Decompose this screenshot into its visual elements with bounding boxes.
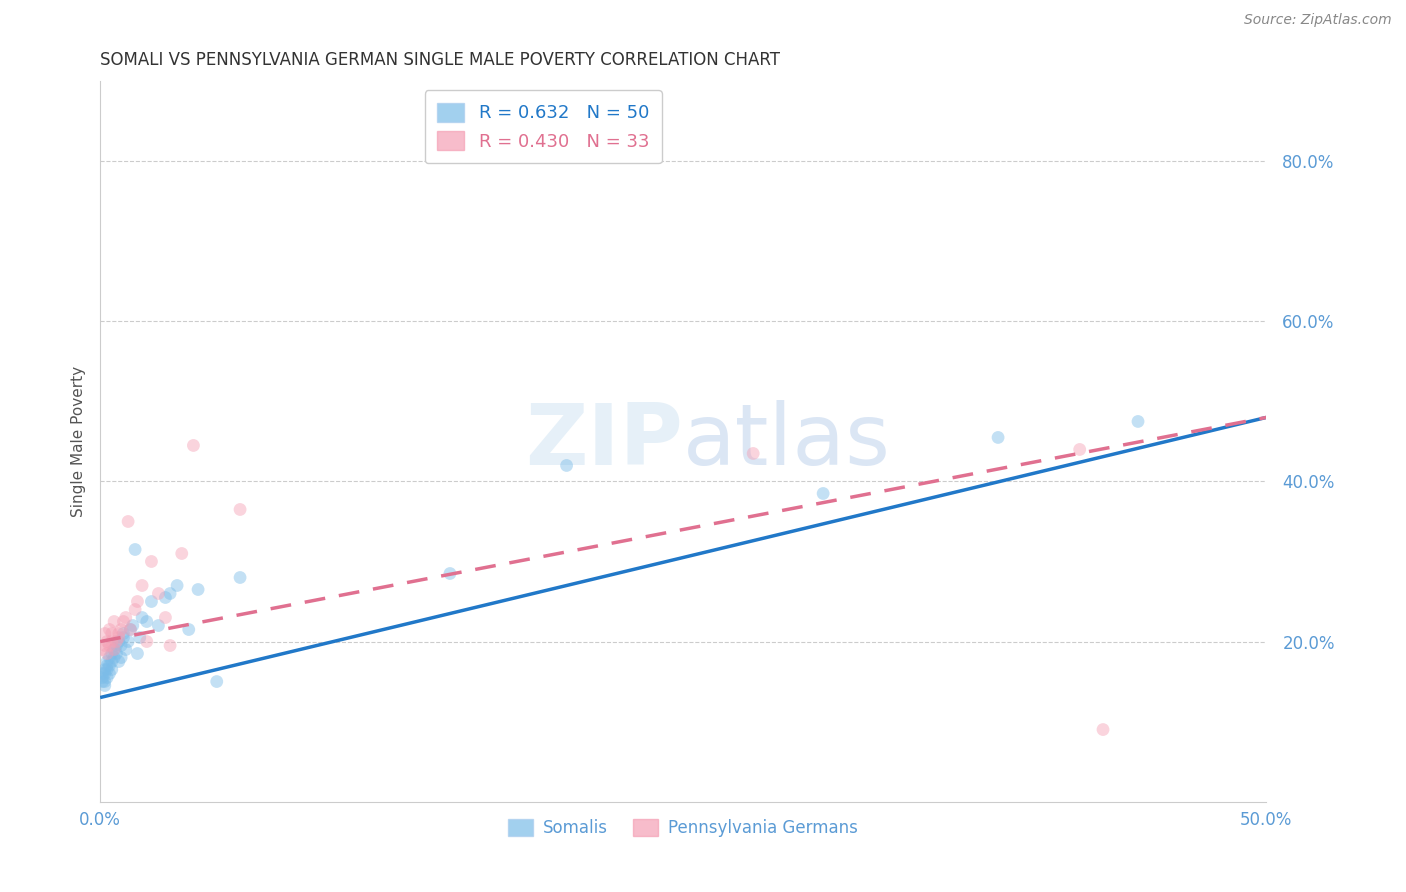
Point [121,618,143,632]
Text: Source: ZipAtlas.com: Source: ZipAtlas.com [1244,13,1392,28]
Point [98,650,121,665]
Point [128,631,150,645]
Point [101,655,124,669]
Point [94,666,117,681]
Point [187,582,209,597]
Point [120,623,142,637]
Point [98,658,121,673]
Y-axis label: Single Male Poverty: Single Male Poverty [72,366,86,517]
Point [101,647,124,661]
Point [742,446,765,460]
Point [91,666,114,681]
Point [94,674,117,689]
Point [1092,723,1115,737]
Point [155,591,177,605]
Point [141,554,163,568]
Point [135,615,157,629]
Point [107,655,129,669]
Point [96,634,118,648]
Point [107,626,129,640]
Point [166,578,188,592]
Point [94,626,117,640]
Point [131,578,153,592]
Point [114,610,136,624]
Point [96,655,118,669]
Point [1126,414,1149,428]
Point [101,663,124,677]
Point [183,438,205,452]
Point [98,666,121,681]
Point [105,634,128,648]
Point [103,642,125,657]
Point [94,639,117,653]
Point [555,458,578,473]
Point [148,618,170,632]
Point [94,679,117,693]
Point [94,663,117,677]
Point [177,623,200,637]
Point [811,486,834,500]
Point [148,586,170,600]
Point [103,650,125,665]
Point [135,634,157,648]
Point [112,615,135,629]
Point [96,647,118,661]
Point [110,623,132,637]
Point [205,674,228,689]
Text: atlas: atlas [683,400,891,483]
Point [110,639,132,653]
Point [127,647,149,661]
Point [107,631,129,645]
Point [170,547,193,561]
Point [159,639,181,653]
Point [229,570,252,584]
Point [117,634,139,648]
Point [131,610,153,624]
Point [987,430,1010,444]
Point [439,566,461,581]
Point [112,626,135,640]
Point [141,594,163,608]
Point [117,515,139,529]
Point [114,642,136,657]
Point [124,542,146,557]
Point [229,502,252,516]
Point [96,663,118,677]
Text: SOMALI VS PENNSYLVANIA GERMAN SINGLE MALE POVERTY CORRELATION CHART: SOMALI VS PENNSYLVANIA GERMAN SINGLE MAL… [100,51,780,69]
Point [110,650,132,665]
Point [91,674,114,689]
Point [112,631,135,645]
Text: ZIP: ZIP [526,400,683,483]
Point [103,642,125,657]
Point [91,671,114,685]
Point [159,586,181,600]
Point [120,623,142,637]
Point [105,647,128,661]
Legend: Somalis, Pennsylvania Germans: Somalis, Pennsylvania Germans [502,812,865,844]
Point [105,639,128,653]
Point [101,626,124,640]
Point [107,634,129,648]
Point [101,634,124,648]
Point [103,615,125,629]
Point [155,610,177,624]
Point [1069,442,1091,457]
Point [124,602,146,616]
Point [98,639,121,653]
Point [127,594,149,608]
Point [91,642,114,657]
Point [96,671,118,685]
Point [98,623,121,637]
Point [96,658,118,673]
